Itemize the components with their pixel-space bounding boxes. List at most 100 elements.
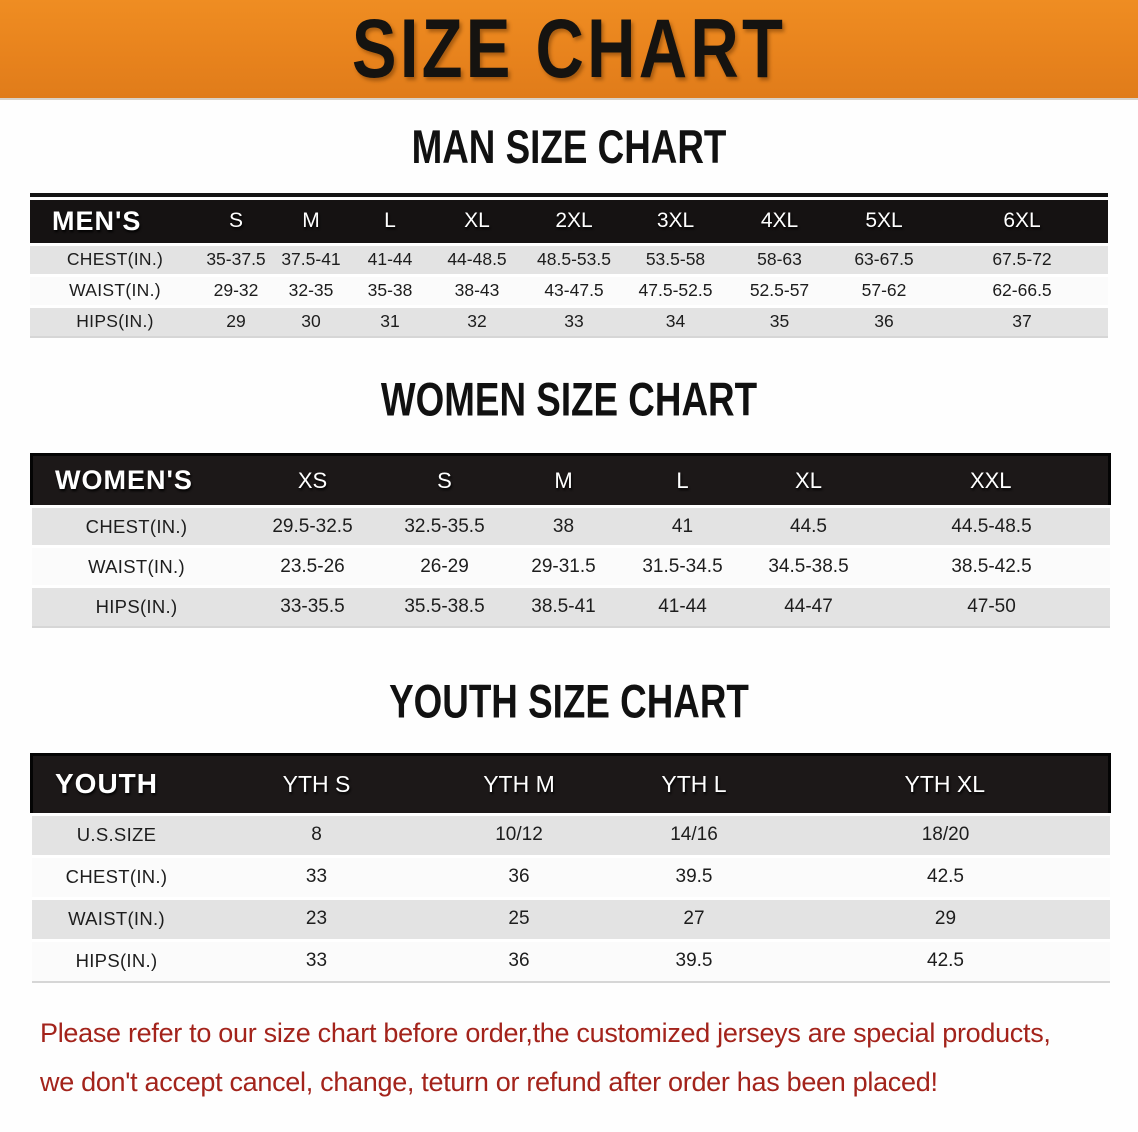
size-column-header: 3XL [624,200,727,244]
size-value-cell: 43-47.5 [524,273,624,306]
size-value-cell: 53.5-58 [624,242,727,275]
size-column-header: M [505,454,622,507]
size-value-cell: 35.5-38.5 [383,585,506,628]
size-value-cell: 52.5-57 [727,273,832,306]
size-value-cell: 41-44 [350,242,430,275]
size-value-cell: 33 [201,854,432,898]
size-value-cell: 27 [606,896,782,940]
size-column-header: YTH M [431,754,607,814]
table-row: HIPS(IN.) 29 30 31 32 33 34 35 36 37 [30,304,1108,338]
size-value-cell: 44-48.5 [430,242,524,275]
size-value-cell: 41-44 [621,585,744,628]
size-value-cell: 42.5 [781,938,1110,983]
size-value-cell: 34.5-38.5 [743,545,874,587]
size-column-header: XL [430,200,524,244]
table-row: WAIST(IN.) 23.5-26 26-29 29-31.5 31.5-34.5 34… [31,545,1110,587]
row-label-cell: WAIST(IN.) [31,545,242,587]
size-value-cell: 39.5 [606,854,782,898]
women-size-table: WOMEN'S XS S M L XL XXL CHEST(IN.) 29.5-32.5 32.5… [30,453,1111,628]
row-label-cell: CHEST(IN.) [31,854,202,898]
table-header-row: YOUTH YTH S YTH M YTH L YTH XL [31,754,1110,814]
youth-size-table: YOUTH YTH S YTH M YTH L YTH XL U.S.SIZE 8 10/12… [30,753,1111,983]
table-row: CHEST(IN.) 33 36 39.5 42.5 [31,854,1110,898]
size-value-cell: 33 [524,304,624,338]
size-value-cell: 34 [624,304,727,338]
size-value-cell: 57-62 [832,273,936,306]
table-row: U.S.SIZE 8 10/12 14/16 18/20 [31,812,1110,856]
size-value-cell: 31 [350,304,430,338]
row-label-cell: CHEST(IN.) [31,505,242,547]
size-value-cell: 33-35.5 [241,585,384,628]
size-column-header: XXL [873,454,1110,507]
size-value-cell: 67.5-72 [936,242,1108,275]
size-value-cell: 44-47 [743,585,874,628]
size-value-cell: 29-31.5 [505,545,622,587]
size-value-cell: 31.5-34.5 [621,545,744,587]
youth-section: YOUTH SIZE CHART YOUTH YTH S YTH M YTH L YTH… [0,675,1138,983]
size-value-cell: 29 [200,304,272,338]
size-value-cell: 62-66.5 [936,273,1108,306]
size-column-header: XL [743,454,874,507]
women-table-wrap: WOMEN'S XS S M L XL XXL CHEST(IN.) 29.5-32.5 32.5… [30,453,1111,628]
size-value-cell: 35-37.5 [200,242,272,275]
table-row: HIPS(IN.) 33 36 39.5 42.5 [31,938,1110,983]
row-label-cell: U.S.SIZE [31,812,202,856]
size-value-cell: 36 [431,854,607,898]
size-value-cell: 33 [201,938,432,983]
size-value-cell: 38.5-42.5 [873,545,1110,587]
size-value-cell: 38 [505,505,622,547]
size-value-cell: 32.5-35.5 [383,505,506,547]
table-row: HIPS(IN.) 33-35.5 35.5-38.5 38.5-41 41-44 44-… [31,585,1110,628]
size-column-header: YTH S [201,754,432,814]
size-column-header: YTH L [606,754,782,814]
size-value-cell: 30 [272,304,350,338]
table-header-row: MEN'S S M L XL 2XL 3XL 4XL 5XL 6XL [30,200,1108,244]
youth-table-wrap: YOUTH YTH S YTH M YTH L YTH XL U.S.SIZE 8 10/12… [30,753,1111,983]
size-value-cell: 29.5-32.5 [241,505,384,547]
row-label-cell: WAIST(IN.) [30,273,200,306]
table-title-cell: YOUTH [31,754,202,814]
size-value-cell: 58-63 [727,242,832,275]
disclaimer-line-2: we don't accept cancel, change, teturn o… [40,1067,938,1097]
row-label-cell: HIPS(IN.) [31,938,202,983]
table-row: CHEST(IN.) 35-37.5 37.5-41 41-44 44-48.5 48.5… [30,242,1108,275]
size-value-cell: 36 [832,304,936,338]
row-label-cell: HIPS(IN.) [30,304,200,338]
men-section-title: MAN SIZE CHART [411,121,727,174]
size-value-cell: 26-29 [383,545,506,587]
size-value-cell: 48.5-53.5 [524,242,624,275]
size-value-cell: 41 [621,505,744,547]
size-value-cell: 14/16 [606,812,782,856]
size-column-header: L [350,200,430,244]
size-value-cell: 47-50 [873,585,1110,628]
page-title: SIZE CHART [351,2,787,96]
row-label-cell: CHEST(IN.) [30,242,200,275]
size-column-header: 2XL [524,200,624,244]
youth-section-title: YOUTH SIZE CHART [389,675,749,728]
size-value-cell: 35-38 [350,273,430,306]
size-value-cell: 39.5 [606,938,782,983]
size-value-cell: 44.5 [743,505,874,547]
table-title-cell: WOMEN'S [31,454,242,507]
men-table-wrap: MEN'S S M L XL 2XL 3XL 4XL 5XL 6XL CHEST(IN.) 35-37… [30,193,1108,338]
size-column-header: S [383,454,506,507]
table-title-cell: MEN'S [30,200,200,244]
size-value-cell: 32 [430,304,524,338]
size-column-header: L [621,454,744,507]
table-row: WAIST(IN.) 23 25 27 29 [31,896,1110,940]
size-column-header: 5XL [832,200,936,244]
table-row: WAIST(IN.) 29-32 32-35 35-38 38-43 43-47.5 47.… [30,273,1108,306]
size-value-cell: 47.5-52.5 [624,273,727,306]
size-value-cell: 38.5-41 [505,585,622,628]
row-label-cell: HIPS(IN.) [31,585,242,628]
banner: SIZE CHART [0,0,1138,100]
size-value-cell: 29-32 [200,273,272,306]
size-value-cell: 36 [431,938,607,983]
size-value-cell: 10/12 [431,812,607,856]
size-column-header: S [200,200,272,244]
size-column-header: M [272,200,350,244]
size-value-cell: 37.5-41 [272,242,350,275]
disclaimer-line-1: Please refer to our size chart before or… [40,1018,1051,1048]
women-section-title: WOMEN SIZE CHART [380,373,758,426]
